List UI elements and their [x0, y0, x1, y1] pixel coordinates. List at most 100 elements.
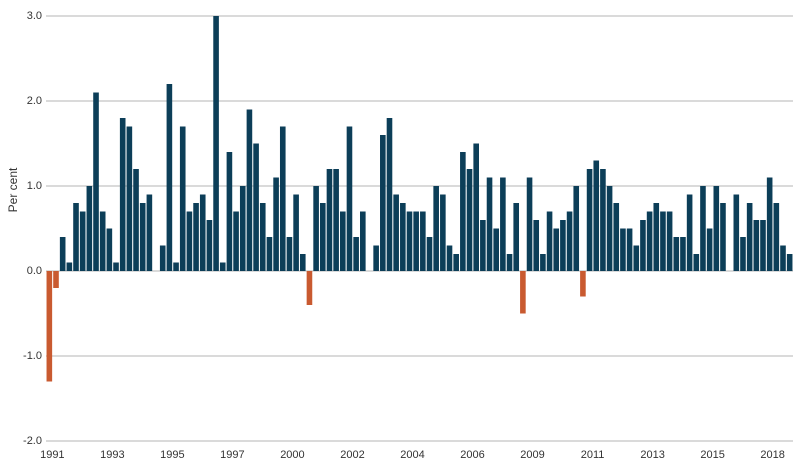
x-tick-label: 1997 — [220, 449, 244, 461]
bar — [179, 126, 186, 271]
bar — [440, 194, 446, 271]
bar — [480, 220, 486, 271]
bar — [266, 237, 273, 271]
bar — [740, 237, 746, 271]
bar — [146, 194, 153, 271]
bar — [520, 271, 526, 314]
x-tick-label: 1995 — [160, 449, 184, 461]
bar — [666, 211, 673, 271]
x-tick-label: 2002 — [340, 449, 364, 461]
bar — [139, 203, 146, 271]
x-tick-label: 2006 — [460, 449, 484, 461]
bar — [586, 169, 593, 271]
bar — [553, 228, 560, 271]
bar — [66, 262, 73, 271]
bar — [59, 237, 66, 271]
bar — [313, 186, 319, 271]
bar — [199, 194, 206, 271]
x-tick-label: 2000 — [280, 449, 304, 461]
bar — [506, 254, 513, 271]
bar — [493, 228, 500, 271]
bar — [86, 186, 93, 271]
bar — [746, 203, 753, 271]
bar — [279, 126, 286, 271]
bar — [273, 177, 279, 271]
x-tick-label: 2009 — [520, 449, 544, 461]
bar — [673, 237, 680, 271]
bar — [166, 84, 173, 271]
bar — [660, 211, 666, 271]
bar — [353, 237, 359, 271]
bar — [293, 194, 299, 271]
bar — [126, 126, 133, 271]
x-tick-label: 2018 — [760, 449, 784, 461]
bar — [73, 203, 79, 271]
bar — [219, 262, 226, 271]
bar — [186, 211, 193, 271]
bar — [533, 220, 540, 271]
bar — [733, 194, 740, 271]
bar — [426, 237, 433, 271]
bar — [53, 271, 59, 288]
bar — [193, 203, 199, 271]
bar — [226, 152, 233, 271]
bar — [486, 177, 493, 271]
bar — [333, 169, 339, 271]
bar — [753, 220, 760, 271]
bar — [159, 245, 166, 271]
bar — [93, 92, 99, 271]
x-tick-label: 1993 — [100, 449, 124, 461]
bar — [693, 254, 700, 271]
x-tick-label: 2004 — [400, 449, 424, 461]
bar — [540, 254, 546, 271]
x-tick-label: 2015 — [700, 449, 724, 461]
bar — [259, 203, 266, 271]
bar — [79, 211, 86, 271]
bar — [613, 203, 620, 271]
x-tick-label: 2013 — [640, 449, 664, 461]
bar — [119, 118, 126, 271]
bar — [206, 220, 213, 271]
y-axis-label: Per cent — [6, 167, 20, 212]
bar — [453, 254, 459, 271]
bar — [113, 262, 119, 271]
y-tick-label: 3.0 — [27, 10, 42, 22]
bar — [433, 186, 439, 271]
bar — [233, 211, 239, 271]
bar — [720, 203, 726, 271]
bar — [446, 245, 453, 271]
bar — [626, 228, 633, 271]
bar — [420, 211, 426, 271]
bar — [386, 118, 393, 271]
bar — [106, 228, 113, 271]
bar — [253, 143, 259, 271]
bar — [760, 220, 766, 271]
y-tick-label: 0.0 — [27, 265, 42, 277]
bar — [593, 160, 600, 271]
bar — [306, 271, 313, 305]
y-tick-label: -1.0 — [23, 350, 42, 362]
bar — [406, 211, 413, 271]
bar — [640, 220, 646, 271]
bar — [633, 245, 640, 271]
bar — [620, 228, 626, 271]
bar — [766, 177, 773, 271]
bar — [780, 245, 786, 271]
bar — [173, 262, 179, 271]
bar — [773, 203, 780, 271]
bar — [319, 203, 326, 271]
bar — [526, 177, 533, 271]
bar — [286, 237, 293, 271]
bar — [239, 186, 246, 271]
y-tick-label: 2.0 — [27, 95, 42, 107]
bar — [573, 186, 580, 271]
bar — [133, 169, 139, 271]
x-tick-label: 1991 — [40, 449, 64, 461]
bar — [339, 211, 346, 271]
bar — [600, 169, 606, 271]
bar — [373, 245, 379, 271]
bar — [473, 143, 479, 271]
bar — [299, 254, 306, 271]
bar — [686, 194, 693, 271]
